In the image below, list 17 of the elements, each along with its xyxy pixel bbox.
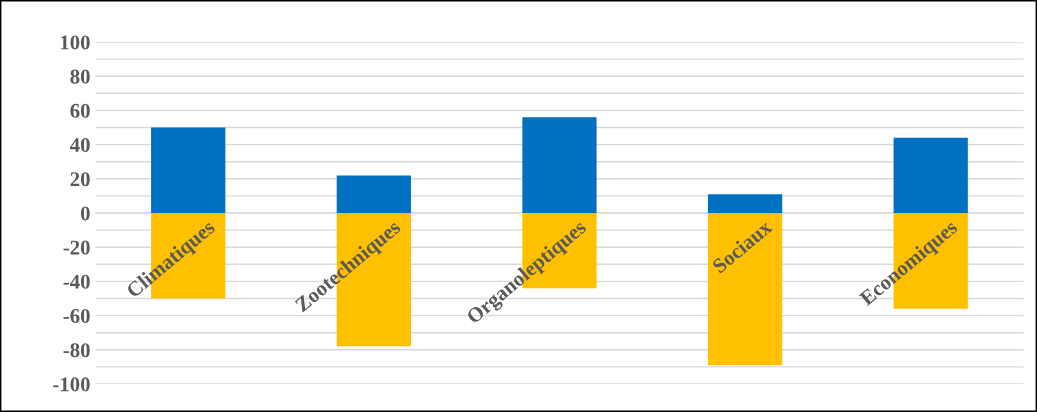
bar — [336, 175, 411, 213]
y-tick-label: 60 — [70, 103, 90, 118]
y-tick-label: -80 — [63, 343, 90, 358]
y-tick-label: 80 — [70, 69, 90, 84]
bar — [707, 213, 783, 366]
y-tick-label: 100 — [60, 35, 90, 50]
y-tick-label: -40 — [63, 274, 90, 289]
bar — [151, 127, 226, 213]
y-tick-label: 20 — [70, 172, 90, 187]
y-tick-label: 0 — [80, 206, 90, 221]
y-tick-label: 40 — [70, 137, 90, 153]
y-tick-label: -100 — [53, 377, 90, 392]
bar — [707, 194, 783, 213]
y-tick-label: -60 — [63, 308, 90, 324]
bar — [522, 117, 597, 213]
bar — [893, 137, 968, 213]
y-tick-label: -20 — [63, 240, 90, 255]
